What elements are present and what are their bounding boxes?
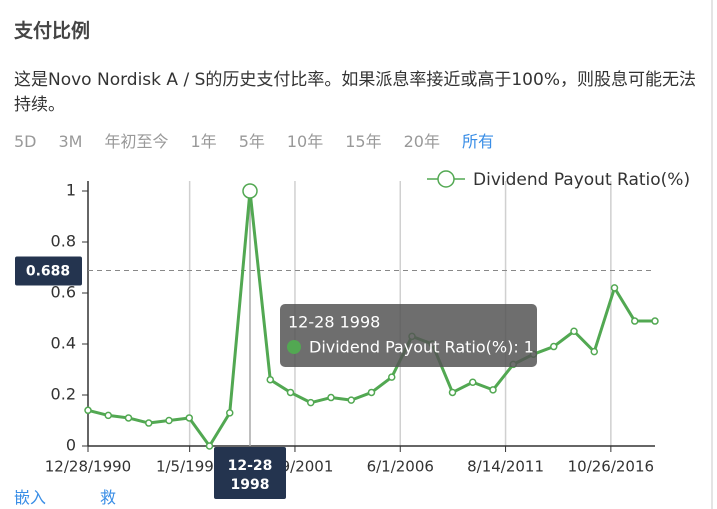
point: [104, 411, 112, 420]
point: [226, 409, 234, 417]
point: [590, 347, 598, 356]
range-selector: 5D 3M 年初至今 1年 5年 10年 15年 20年 所有: [14, 128, 516, 152]
range-button[interactable]: 年初至今: [104, 132, 169, 151]
legend-label: Dividend Payout Ratio(%): [473, 170, 690, 190]
x-tick-label: 6/1/2006: [367, 458, 434, 476]
point: [205, 442, 214, 450]
crosshair-y-label-box: [15, 256, 82, 286]
y-tick-label: 0.2: [51, 385, 76, 404]
crosshair-x-label: 1998: [231, 477, 270, 493]
range-button[interactable]: 10年: [286, 132, 324, 151]
tooltip-title: 12-28 1998: [288, 313, 380, 332]
crosshair-x-label: 12-28: [228, 458, 273, 474]
tooltip: 12-28 1998 Dividend Payout Ratio(%): 1: [280, 304, 537, 367]
y-tick-label: 0.8: [51, 232, 76, 251]
point: [347, 396, 355, 404]
y-tick-label: 0.6: [51, 283, 76, 302]
point: [489, 386, 497, 394]
crosshair-x-label-box: [214, 447, 286, 499]
point: [651, 317, 659, 325]
x-tick-label: 12/28/1990: [45, 458, 131, 476]
point: [266, 375, 274, 384]
point: [84, 406, 92, 415]
range-button[interactable]: 1年: [190, 132, 217, 151]
legend: Dividend Payout Ratio(%): [427, 170, 690, 190]
footer-link[interactable]: 救: [100, 488, 117, 507]
point: [469, 378, 477, 386]
highlighted-point: [242, 183, 258, 199]
footer-links: 嵌入 救: [14, 484, 170, 508]
point: [307, 398, 315, 407]
point: [145, 419, 153, 427]
range-button[interactable]: 5年: [238, 132, 265, 151]
point: [388, 373, 396, 381]
tooltip-text: Dividend Payout Ratio(%): 1: [309, 338, 534, 357]
description: 这是Novo Nordisk A / S的历史支付比率。如果派息率接近或高于10…: [14, 70, 696, 115]
tooltip-marker: [287, 340, 301, 354]
page-title: 支付比例: [14, 20, 91, 42]
x-tick-label: 1/5/1996: [156, 458, 223, 476]
y-tick-label: 1: [66, 181, 76, 200]
x-tick-label: 10/26/2016: [568, 458, 654, 476]
point: [570, 327, 578, 335]
point: [327, 393, 335, 402]
point: [165, 416, 173, 425]
y-tick-label: 0: [66, 436, 76, 455]
crosshair-y-label: 0.688: [26, 264, 70, 280]
range-button[interactable]: 20年: [403, 132, 440, 151]
y-tick-label: 0.4: [51, 334, 76, 353]
point: [610, 284, 619, 292]
x-tick-label: 8/14/2011: [467, 458, 544, 476]
range-button[interactable]: 3M: [58, 132, 83, 151]
range-button[interactable]: 5D: [14, 132, 37, 151]
point: [367, 388, 376, 397]
footer-link[interactable]: 嵌入: [14, 488, 47, 507]
tooltip-box: [280, 304, 537, 367]
point: [124, 414, 133, 422]
point: [448, 388, 457, 397]
point: [185, 414, 193, 422]
range-button[interactable]: 15年: [345, 132, 382, 151]
point: [631, 317, 639, 325]
legend-marker: [437, 170, 455, 188]
range-button[interactable]: 所有: [462, 132, 495, 151]
point: [550, 342, 558, 351]
point: [286, 388, 295, 397]
